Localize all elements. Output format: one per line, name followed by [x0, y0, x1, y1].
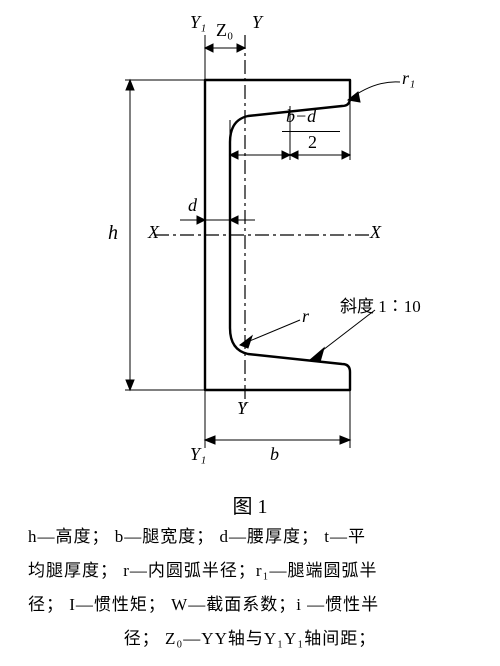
diagram: Y₁ Z₀ Y r₁ b−d 2 d h X X r 斜度 1∶10 Y Y₁ …	[30, 10, 470, 480]
page: Y₁ Z₀ Y r₁ b−d 2 d h X X r 斜度 1∶10 Y Y₁ …	[0, 0, 500, 666]
label-x-left: X	[148, 222, 159, 243]
label-b: b	[270, 444, 279, 465]
label-y1-bottom: Y₁	[190, 444, 206, 465]
label-h: h	[108, 222, 118, 245]
legend-line: 径； I—惯性矩； W—截面系数；i —惯性半	[28, 588, 472, 622]
label-slope: 斜度 1∶10	[340, 292, 421, 317]
label-x-right: X	[370, 222, 381, 243]
figure-caption: 图 1	[0, 490, 500, 519]
label-d: d	[188, 195, 197, 216]
label-r1: r₁	[402, 68, 415, 89]
label-z0: Z₀	[216, 20, 233, 41]
legend-line: 均腿厚度； r—内圆弧半径；r₁—腿端圆弧半	[28, 554, 472, 588]
legend-line: 径； Z₀—YY轴与Y₁Y₁轴间距；	[28, 622, 472, 656]
legend-line: h—高度； b—腿宽度； d—腰厚度； t—平	[28, 520, 472, 554]
channel-outline	[205, 80, 350, 390]
label-r: r	[302, 306, 309, 327]
axes	[155, 35, 370, 410]
legend: h—高度； b—腿宽度； d—腰厚度； t—平 均腿厚度； r—内圆弧半径；r₁…	[28, 520, 472, 656]
label-y1-top: Y₁	[190, 12, 206, 33]
thin-lines	[125, 40, 400, 448]
label-y-top: Y	[252, 12, 262, 33]
fraction-bar	[282, 131, 340, 132]
label-bmd: b−d	[286, 106, 316, 127]
label-two: 2	[308, 132, 317, 153]
label-y-bottom: Y	[237, 398, 247, 419]
